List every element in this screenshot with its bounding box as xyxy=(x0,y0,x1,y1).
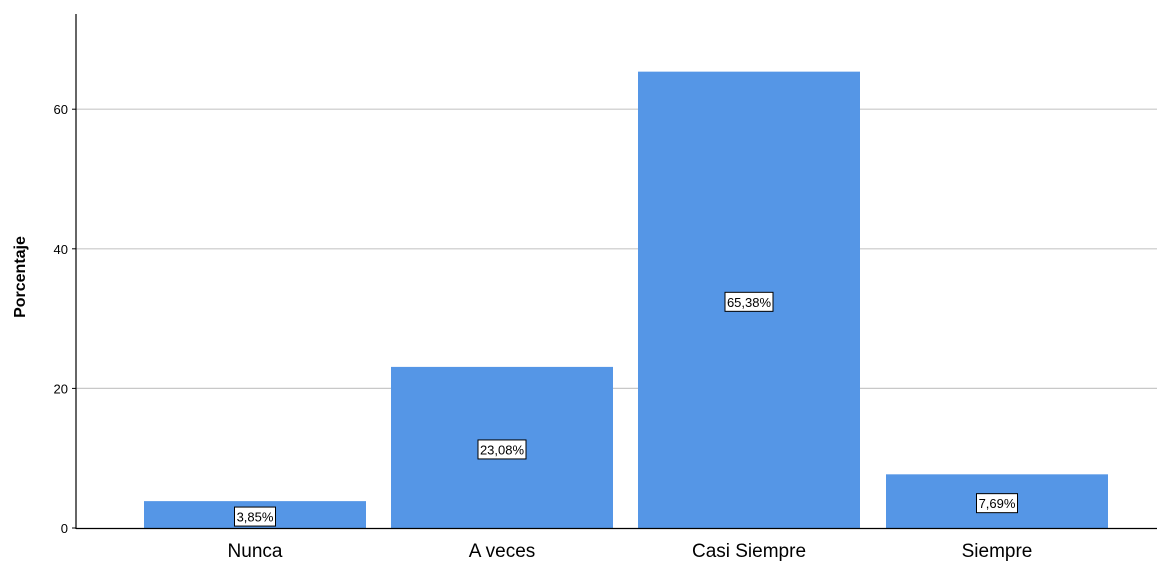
y-tick-label-20: 20 xyxy=(54,381,68,396)
data-label-siempre: 7,69% xyxy=(979,496,1016,511)
category-label-nunca: Nunca xyxy=(228,541,283,562)
data-labels: 3,85% 23,08% 65,38% 7,69% xyxy=(234,291,1018,527)
data-label-box-1 xyxy=(477,439,527,460)
y-tick-label-40: 40 xyxy=(54,242,68,257)
data-label-a-veces: 23,08% xyxy=(480,442,525,457)
y-tick-labels: 0 20 40 60 xyxy=(54,102,68,536)
data-label-box-3 xyxy=(976,493,1018,514)
gridlines xyxy=(76,108,1157,389)
bars xyxy=(144,71,1108,529)
y-axis-title: Porcentaje xyxy=(12,236,29,318)
data-label-nunca: 3,85% xyxy=(237,510,274,525)
data-label-casi-siempre: 65,38% xyxy=(727,295,772,310)
axes xyxy=(72,14,1157,530)
y-tick-label-0: 0 xyxy=(61,521,68,536)
data-label-box-0 xyxy=(234,506,276,527)
data-label-box-2 xyxy=(724,291,774,312)
category-label-a-veces: A veces xyxy=(469,541,536,562)
category-labels: Nunca A veces Casi Siempre Siempre xyxy=(228,541,1033,562)
y-tick-label-60: 60 xyxy=(54,102,68,117)
category-label-casi-siempre: Casi Siempre xyxy=(692,541,806,562)
category-label-siempre: Siempre xyxy=(962,541,1033,562)
